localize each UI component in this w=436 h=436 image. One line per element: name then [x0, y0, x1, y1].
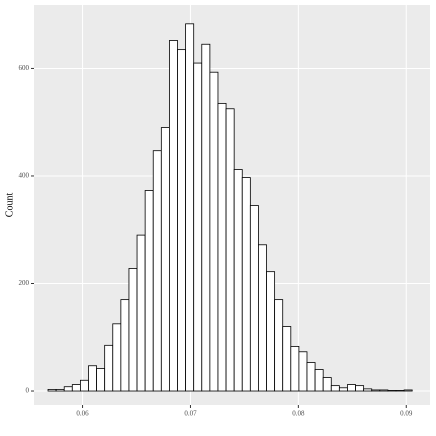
bar [355, 385, 365, 392]
bar [88, 365, 97, 392]
y-tick-label: 400 [19, 172, 30, 180]
y-axis-label: Count [4, 193, 15, 218]
bar [55, 389, 65, 392]
x-tick-label: 0.08 [292, 410, 305, 418]
bar [71, 384, 81, 392]
bar [152, 150, 162, 392]
x-tick-label: 0.06 [76, 410, 89, 418]
bar [96, 368, 106, 392]
bar [193, 62, 203, 392]
bar [387, 390, 397, 392]
bar [201, 43, 211, 392]
bar [371, 389, 381, 392]
y-tick-label: 200 [19, 279, 30, 287]
bar [112, 323, 122, 392]
bar [79, 379, 89, 392]
bar [104, 344, 114, 392]
x-tick-label: 0.07 [184, 410, 197, 418]
bar [274, 299, 284, 392]
y-tick-label: 0 [26, 387, 30, 395]
x-tick-label: 0.09 [400, 410, 413, 418]
bar [185, 23, 195, 392]
bar [120, 299, 130, 392]
bar [290, 345, 300, 392]
y-tick-label: 600 [19, 64, 30, 72]
bar [322, 377, 332, 392]
bar [379, 389, 389, 392]
bar [403, 389, 413, 392]
bar [136, 234, 146, 392]
bar [160, 127, 170, 392]
bar [63, 386, 73, 392]
bar [144, 190, 154, 392]
bar [241, 177, 251, 392]
bar [258, 244, 267, 392]
bar [330, 385, 340, 392]
bar [233, 169, 243, 392]
bar [209, 71, 219, 392]
bar [177, 49, 187, 392]
bar [314, 369, 324, 392]
bar [225, 108, 235, 392]
bar [306, 362, 316, 392]
bar [338, 387, 348, 392]
bar [266, 271, 276, 392]
bar [47, 389, 57, 392]
bar [363, 388, 373, 392]
bar [347, 384, 356, 392]
bar [217, 102, 227, 392]
bar [128, 268, 138, 392]
bar [249, 205, 259, 392]
bar [298, 351, 308, 392]
bar [395, 390, 405, 392]
bar [169, 40, 178, 392]
bar [282, 326, 292, 392]
